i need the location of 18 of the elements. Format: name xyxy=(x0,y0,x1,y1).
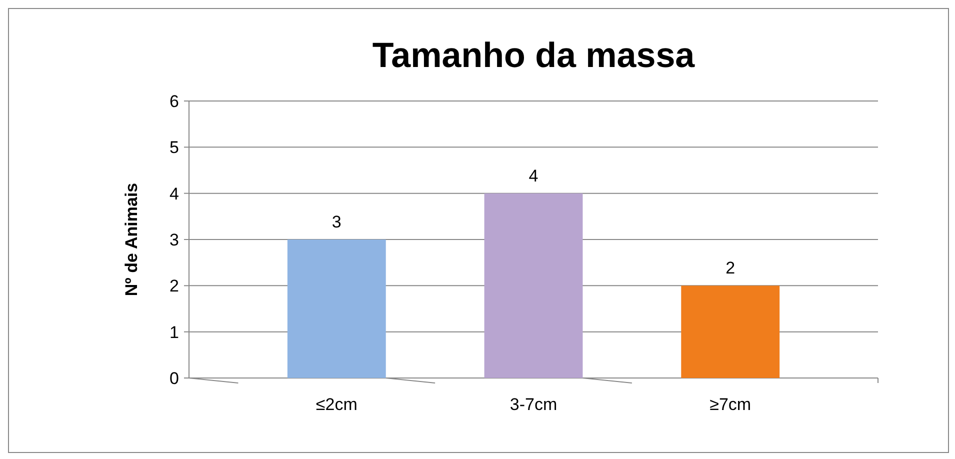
y-tick-label: 4 xyxy=(170,184,179,204)
x-tick-label: ≥7cm xyxy=(710,395,752,414)
y-tick-label: 0 xyxy=(170,368,179,388)
x-tick-label: 3-7cm xyxy=(510,395,558,414)
y-axis-title: Nº de Animais xyxy=(122,182,141,296)
data-label: 2 xyxy=(726,258,736,278)
y-tick-label: 2 xyxy=(170,276,179,296)
bar xyxy=(681,286,780,378)
y-tick-label: 5 xyxy=(170,138,179,158)
y-tick-label: 3 xyxy=(170,230,179,250)
y-tick-label: 1 xyxy=(170,322,179,342)
bar xyxy=(484,193,583,378)
y-tick-label: 6 xyxy=(170,92,179,111)
x-tick-label: ≤2cm xyxy=(316,395,358,414)
chart-title: Tamanho da massa xyxy=(372,36,696,75)
bar xyxy=(287,240,386,378)
data-label: 3 xyxy=(332,212,342,232)
data-label: 4 xyxy=(528,166,538,186)
